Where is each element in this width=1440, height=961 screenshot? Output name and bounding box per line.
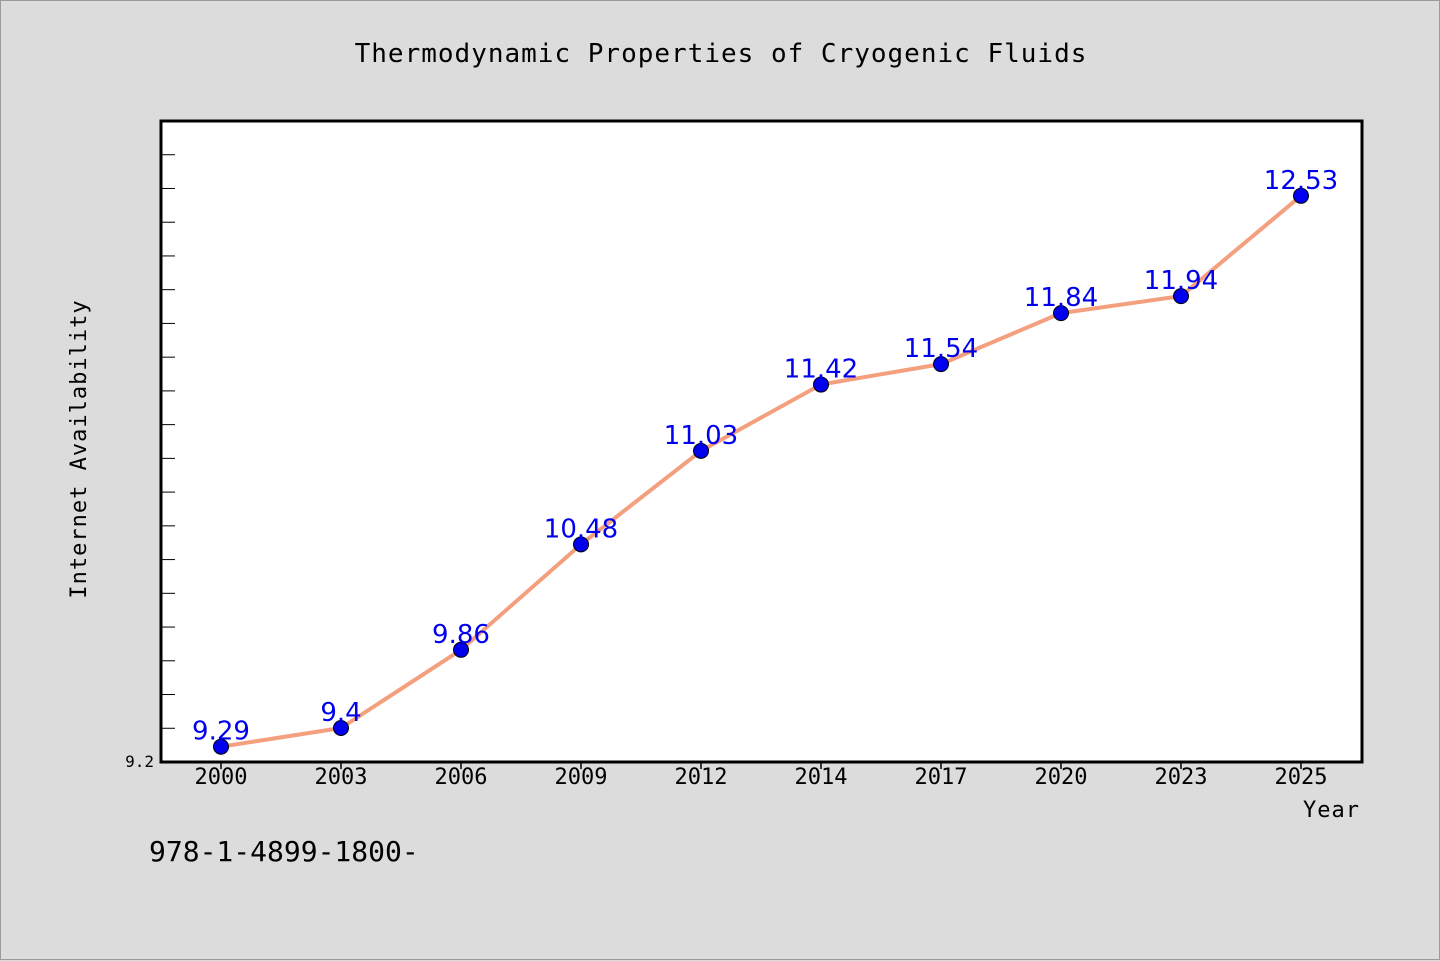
y-axis: 9.2 — [125, 752, 154, 771]
data-point — [1173, 288, 1189, 305]
x-tick-label: 2012 — [675, 765, 728, 790]
data-point — [453, 641, 469, 658]
x-tick-label: 2014 — [795, 765, 848, 790]
y-axis-label: Internet Availability — [67, 299, 92, 598]
x-tick-label: 2025 — [1275, 765, 1328, 790]
data-labels: 9.29 9.4 9.86 10.48 11.03 11.42 11.54 11.84 11.9… — [192, 166, 1338, 747]
data-label: 10.48 — [544, 514, 618, 544]
x-tick-label: 2009 — [555, 765, 608, 790]
data-label: 11.03 — [664, 421, 738, 451]
series-line — [219, 193, 1303, 749]
footer-isbn-text: 978-1-4899-1800- — [149, 835, 419, 868]
data-label: 9.29 — [192, 717, 250, 747]
data-label: 11.94 — [1144, 266, 1218, 296]
data-point — [333, 719, 349, 736]
y-axis-minor-ticks — [161, 154, 175, 729]
data-point — [1053, 305, 1069, 322]
data-label: 12.53 — [1264, 166, 1338, 196]
data-point — [573, 536, 589, 553]
x-tick-label: 2023 — [1155, 765, 1208, 790]
data-point — [813, 376, 829, 393]
data-label: 11.54 — [904, 334, 978, 364]
x-axis: 2000 2003 2006 2009 2012 2014 2017 2020 2023 2025 — [195, 762, 1328, 790]
x-tick-label: 2006 — [435, 765, 488, 790]
series-markers — [213, 187, 1309, 755]
data-point — [933, 356, 949, 373]
data-label: 11.42 — [784, 355, 858, 385]
data-point — [1293, 187, 1309, 204]
x-tick-label: 2003 — [315, 765, 368, 790]
y-tick-label: 9.2 — [125, 752, 154, 771]
x-tick-label: 2000 — [195, 765, 248, 790]
chart-title: Thermodynamic Properties of Cryogenic Fl… — [355, 39, 1088, 69]
x-axis-label: Year — [1303, 798, 1360, 823]
data-point — [693, 442, 709, 459]
data-label: 11.84 — [1024, 283, 1098, 313]
x-tick-label: 2017 — [915, 765, 968, 790]
data-label: 9.4 — [320, 698, 361, 728]
data-point — [213, 738, 229, 755]
x-tick-label: 2020 — [1035, 765, 1088, 790]
data-label: 9.86 — [432, 620, 490, 650]
plot-area — [159, 119, 1364, 764]
